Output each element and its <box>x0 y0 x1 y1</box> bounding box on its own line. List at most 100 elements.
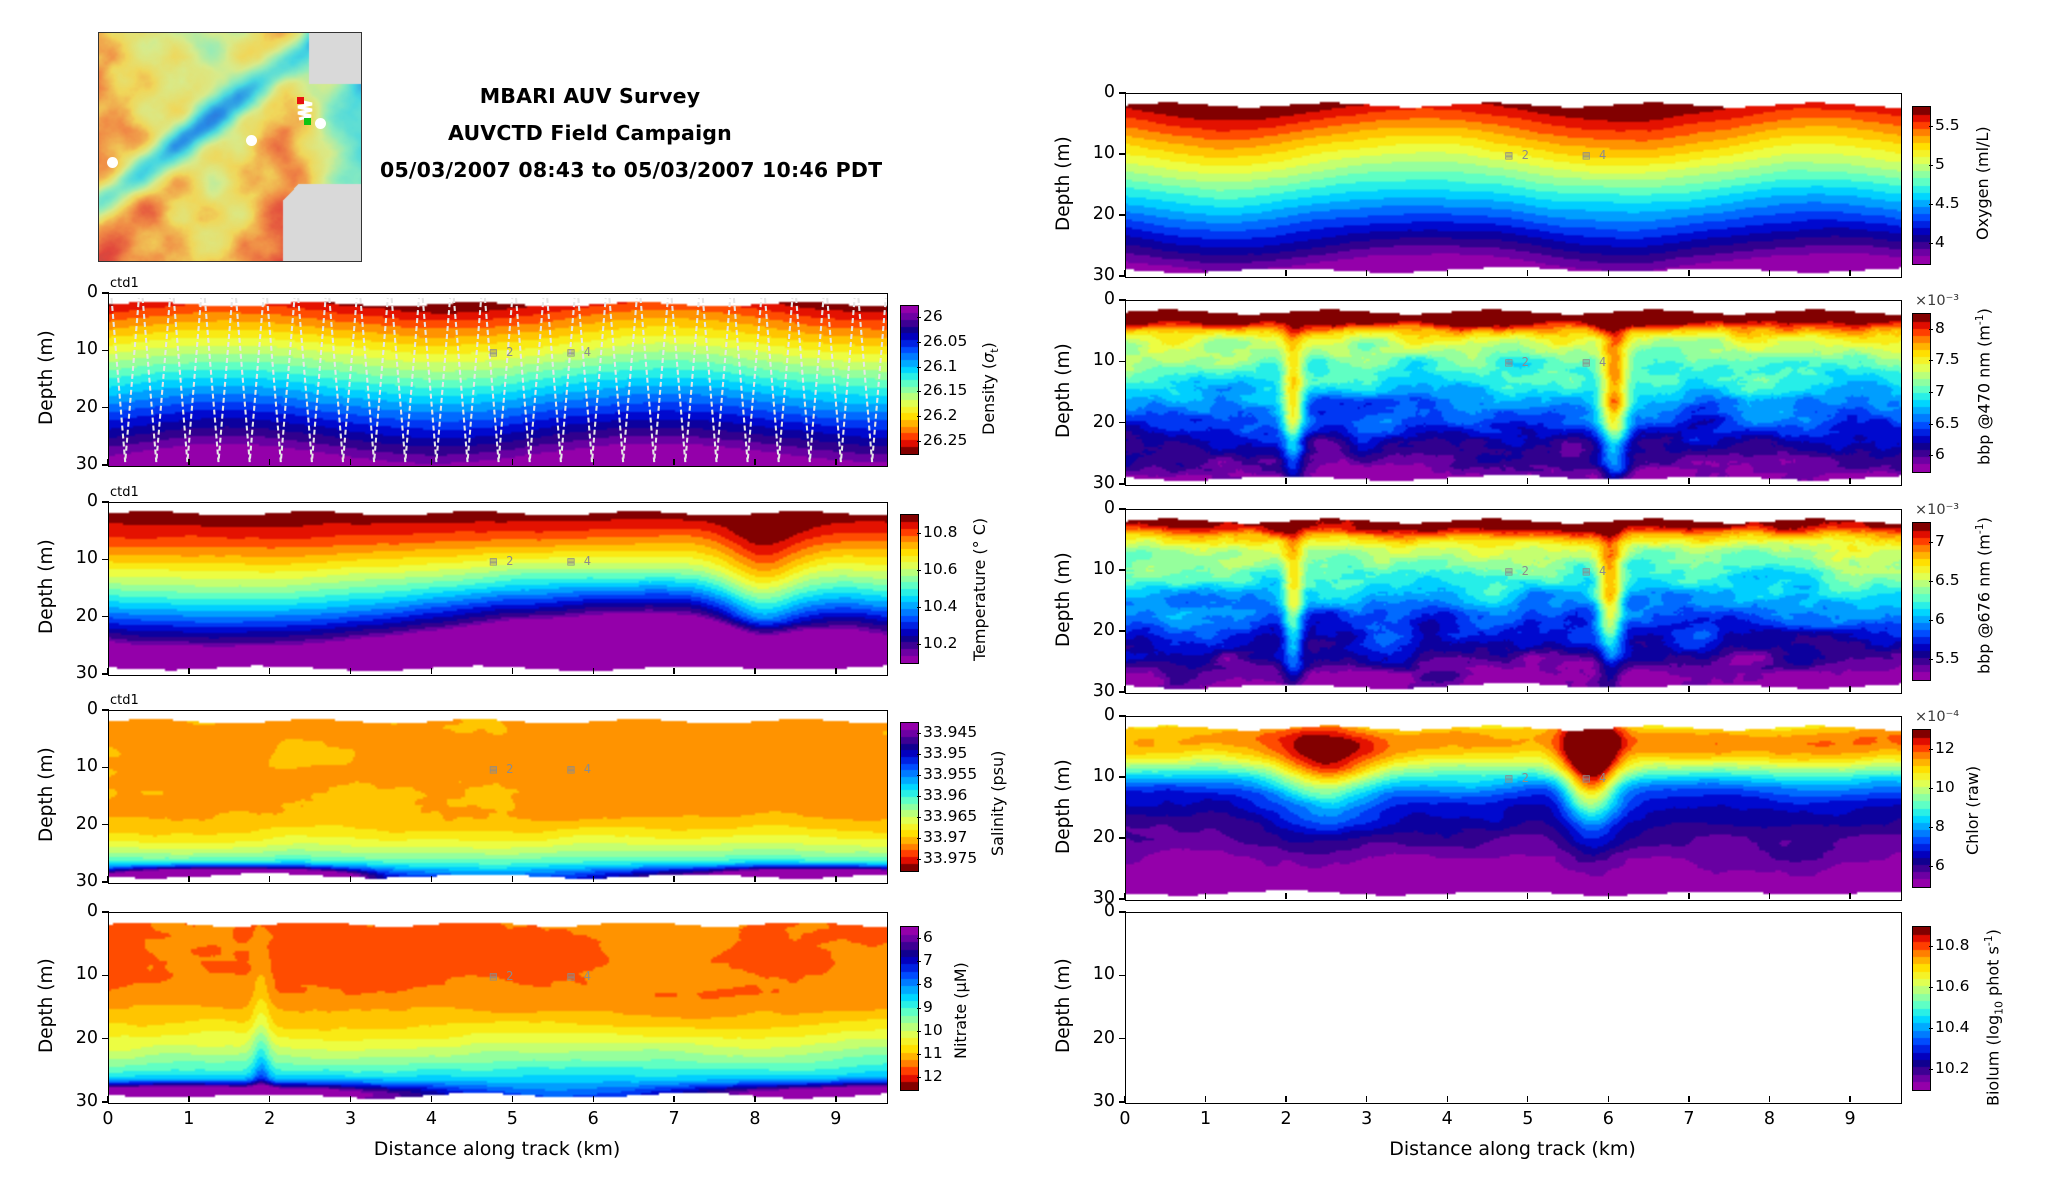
x-tick-mark <box>107 459 109 465</box>
colorbar-tick <box>917 817 921 819</box>
colorbar-tick-label: 10.4 <box>923 596 958 615</box>
y-axis-label: Depth (m) <box>36 747 57 842</box>
x-tick-mark <box>107 876 109 882</box>
colorbar-tick-label: 33.95 <box>923 743 968 762</box>
colorbar-tick <box>1929 423 1933 425</box>
colorbar-tick-label: 26.2 <box>923 406 958 424</box>
colorbar-tick-label: 7 <box>1935 531 1945 550</box>
y-tick-mark <box>1119 776 1126 778</box>
colorbar-tick <box>1929 1027 1933 1029</box>
x-tick-mark <box>511 876 514 882</box>
x-tick-label: 8 <box>1763 1109 1776 1129</box>
colorbar-tick <box>917 1007 921 1009</box>
colorbar-tick <box>917 391 921 393</box>
plot-bbp470 <box>1125 300 1902 486</box>
x-tick-mark <box>188 1096 190 1102</box>
colorbar-tick-label: 5.5 <box>1935 649 1960 668</box>
y-tick-mark <box>102 464 109 466</box>
sample-marker-2: ▤ 2 <box>489 553 515 568</box>
colorbar-gradient <box>1913 107 1930 264</box>
x-tick-mark <box>1124 893 1126 899</box>
colorbar-tick-label: 26.1 <box>923 356 958 375</box>
x-tick-mark <box>1527 893 1529 899</box>
colorbar-tick-label: 11 <box>923 1044 943 1063</box>
sample-marker-2: ▤ 2 <box>1505 355 1530 370</box>
y-tick-label: 10 <box>1092 559 1115 579</box>
colorbar-tick <box>1929 580 1933 582</box>
x-tick-mark <box>1527 270 1529 276</box>
colorbar-tick-label: 10.2 <box>1935 1058 1970 1077</box>
y-tick-mark <box>1119 275 1126 277</box>
colorbar-tick <box>917 838 921 840</box>
x-tick-label: 1 <box>183 1109 195 1129</box>
x-tick-mark <box>1607 270 1610 276</box>
x-tick-mark <box>269 459 271 465</box>
colorbar-tick <box>917 569 921 571</box>
y-tick-mark <box>1119 1037 1126 1040</box>
x-tick-mark <box>1768 270 1771 276</box>
field-oxygen <box>1126 94 1901 277</box>
y-tick-label: 10 <box>1092 766 1115 786</box>
colorbar-oxygen <box>1912 106 1931 265</box>
colorbar-tick <box>1929 866 1933 868</box>
title-line-1: MBARI AUV Survey <box>479 84 701 108</box>
colorbar-tick <box>1929 541 1933 543</box>
colorbar-tick <box>1929 787 1933 789</box>
y-tick-mark <box>102 766 109 769</box>
x-tick-mark <box>1607 478 1610 484</box>
track-start-marker <box>297 97 304 104</box>
x-tick-label: 4 <box>425 1109 438 1129</box>
x-tick-mark <box>511 459 514 465</box>
x-tick-mark <box>1365 686 1368 692</box>
x-tick-mark <box>1285 686 1287 692</box>
y-axis-label: Depth (m) <box>1053 758 1074 854</box>
y-tick-mark <box>1119 299 1126 301</box>
x-tick-mark <box>511 668 514 674</box>
y-axis-label: Depth (m) <box>1053 343 1074 438</box>
colorbar-title-nitrate: Nitrate (μM) <box>951 962 971 1060</box>
x-tick-mark <box>430 876 433 882</box>
y-tick-mark <box>1119 837 1126 839</box>
map-inset <box>98 32 362 262</box>
colorbar-tick-label: 6.5 <box>1935 413 1960 432</box>
colorbar-tick <box>1929 455 1933 457</box>
colorbar-tick-label: 26 <box>923 307 943 326</box>
x-tick-mark <box>349 876 352 882</box>
x-tick-mark <box>754 668 756 674</box>
colorbar-tick <box>1929 748 1933 750</box>
x-tick-mark <box>673 459 675 465</box>
x-tick-mark <box>511 1096 514 1102</box>
y-tick-label: 30 <box>1092 265 1115 285</box>
y-tick-label: 0 <box>1103 901 1115 921</box>
y-tick-label: 20 <box>1092 1027 1115 1048</box>
colorbar-tick <box>917 1077 921 1079</box>
x-tick-mark <box>1124 478 1126 484</box>
y-tick-mark <box>102 558 109 561</box>
y-tick-mark <box>1119 92 1126 94</box>
colorbar-tick-label: 5.5 <box>1935 115 1960 134</box>
colorbar-gradient <box>901 927 918 1090</box>
sample-marker-4: ▤ 4 <box>1582 355 1608 370</box>
y-tick-label: 0 <box>1103 498 1115 518</box>
y-tick-mark <box>1119 360 1126 363</box>
x-tick-mark <box>188 876 190 882</box>
x-tick-mark <box>673 668 675 674</box>
x-tick-label: 7 <box>1683 1109 1695 1129</box>
colorbar-tick-label: 12 <box>1935 738 1955 757</box>
colorbar-exponent: ×10⁻³ <box>1915 502 1960 518</box>
x-tick-mark <box>1849 686 1851 692</box>
x-tick-mark <box>1124 1096 1126 1102</box>
station-marker <box>246 135 257 146</box>
y-tick-label: 0 <box>86 491 98 511</box>
x-tick-mark <box>1607 893 1610 899</box>
colorbar-gradient <box>1913 523 1930 680</box>
colorbar-tick <box>917 317 921 319</box>
y-tick-mark <box>1119 483 1126 485</box>
colorbar-tick <box>917 1054 921 1056</box>
y-tick-label: 20 <box>1092 827 1115 847</box>
colorbar-tick <box>917 732 921 734</box>
sample-marker-2: ▤ 2 <box>1505 147 1530 162</box>
colorbar-tick-label: 26.05 <box>923 332 968 350</box>
colorbar-nitrate <box>900 926 919 1091</box>
colorbar-tick <box>1929 204 1933 206</box>
